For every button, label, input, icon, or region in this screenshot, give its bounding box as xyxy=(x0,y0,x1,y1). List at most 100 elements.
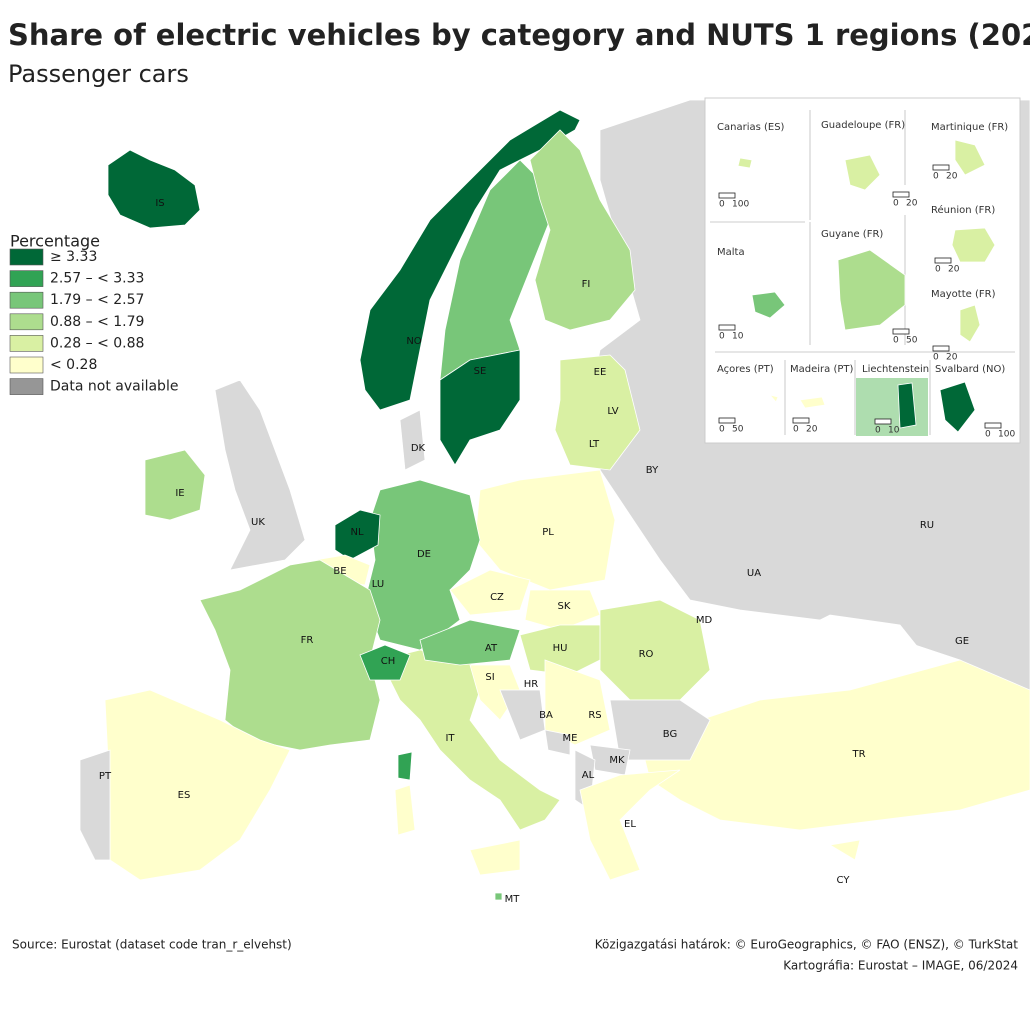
region xyxy=(474,469,616,591)
region-label: MD xyxy=(696,615,713,626)
inset-name: Mayotte (FR) xyxy=(931,289,996,300)
region-label: RO xyxy=(639,649,654,660)
scale-label: 0 xyxy=(893,336,899,346)
scale-bar xyxy=(718,417,736,424)
region-label: IE xyxy=(175,488,184,499)
inset-region xyxy=(799,396,826,409)
inset-region xyxy=(959,304,981,343)
scale-label: 0 xyxy=(793,425,799,435)
region-label: UK xyxy=(251,517,265,528)
region-label: RS xyxy=(588,710,601,721)
region-label: NO xyxy=(406,336,421,347)
inset-name: Guadeloupe (FR) xyxy=(821,120,905,131)
legend-label: Data not available xyxy=(50,379,178,395)
inset-name: Açores (PT) xyxy=(717,364,774,375)
scale-label: 0 xyxy=(935,265,941,275)
region-label: BE xyxy=(333,566,346,577)
region-label: NL xyxy=(350,527,363,538)
region-label: AT xyxy=(485,643,498,654)
inset-region xyxy=(897,382,917,429)
region-label: EL xyxy=(624,819,636,830)
legend: ≥ 3.33 2.57 – < 3.33 1.79 – < 2.57 0.88 – <… xyxy=(9,248,178,395)
inset-name: Madeira (PT) xyxy=(790,364,853,375)
region xyxy=(79,749,111,861)
region xyxy=(214,379,306,571)
scale-label: 100 xyxy=(998,430,1015,440)
region-label: DE xyxy=(417,549,431,560)
region xyxy=(394,784,416,836)
region xyxy=(334,509,381,561)
legend-swatch xyxy=(9,270,44,287)
region-label: LT xyxy=(589,439,600,450)
region-label: BY xyxy=(646,465,659,476)
inset-background xyxy=(856,378,928,436)
region-label: IS xyxy=(155,198,164,209)
region xyxy=(828,839,861,861)
region xyxy=(144,449,206,521)
region xyxy=(524,589,601,631)
region xyxy=(544,659,611,746)
inset-name: Réunion (FR) xyxy=(931,204,995,216)
scale-bar xyxy=(984,422,1002,429)
region-label: IT xyxy=(445,733,455,744)
region-label: PT xyxy=(99,771,112,782)
region xyxy=(779,614,921,676)
region xyxy=(529,129,636,331)
region-label: CH xyxy=(381,656,396,667)
region-label: GE xyxy=(955,636,969,647)
legend-label: ≥ 3.33 xyxy=(50,249,97,265)
region-label: SE xyxy=(474,366,487,377)
legend-label: 2.57 – < 3.33 xyxy=(50,271,144,287)
scale-bar xyxy=(892,328,910,335)
legend-label: 0.28 – < 0.88 xyxy=(50,335,144,351)
region xyxy=(469,839,521,876)
legend-swatch xyxy=(9,248,44,266)
region-label: BG xyxy=(663,729,677,740)
region xyxy=(397,751,413,781)
scale-label: 0 xyxy=(933,353,939,363)
region-label: RU xyxy=(920,520,934,531)
region-label: HR xyxy=(524,679,539,690)
scale-label: 20 xyxy=(946,353,958,363)
region-label: LV xyxy=(607,406,618,417)
region-label: SI xyxy=(485,672,494,683)
inset-region xyxy=(939,381,976,433)
legend-swatch xyxy=(9,291,44,309)
legend-swatch xyxy=(9,313,44,331)
region-label: MT xyxy=(505,894,521,905)
region xyxy=(579,769,681,881)
scale-label: 0 xyxy=(719,200,725,210)
legend-swatch xyxy=(9,335,44,352)
scale-label: 0 xyxy=(893,199,899,209)
scale-bar xyxy=(718,324,736,331)
region-label: DK xyxy=(411,443,426,454)
credit: Közigazgatási határok: © EuroGeographics… xyxy=(595,938,1019,952)
region xyxy=(639,659,1030,831)
region-label: SK xyxy=(558,601,571,612)
scale-label: 0 xyxy=(933,172,939,182)
legend-swatch xyxy=(9,356,44,374)
scale-label: 100 xyxy=(732,200,749,210)
inset-name: Malta xyxy=(717,247,745,258)
map-labels: IS NO SE FI EE LV LT BY RU UA MD GE TR CY PL DK UK IE NL BE… xyxy=(99,198,969,905)
scale-label: 10 xyxy=(732,332,744,342)
inset-name: Canarias (ES) xyxy=(717,122,785,133)
scale-label: 10 xyxy=(888,426,900,436)
region xyxy=(494,892,503,901)
inset-name: Martinique (FR) xyxy=(931,122,1008,133)
scale-label: 0 xyxy=(875,426,881,436)
region xyxy=(107,149,201,229)
region xyxy=(439,349,521,466)
scale-bar xyxy=(892,191,910,198)
region xyxy=(364,479,481,651)
scale-bar xyxy=(932,164,950,171)
legend-label: 1.79 – < 2.57 xyxy=(50,292,144,308)
inset-region xyxy=(951,227,996,263)
region xyxy=(599,599,711,701)
scale-label: 50 xyxy=(732,425,744,435)
scale-label: 0 xyxy=(985,430,991,440)
legend-swatch xyxy=(9,378,44,395)
inset-name: Guyane (FR) xyxy=(821,229,883,240)
